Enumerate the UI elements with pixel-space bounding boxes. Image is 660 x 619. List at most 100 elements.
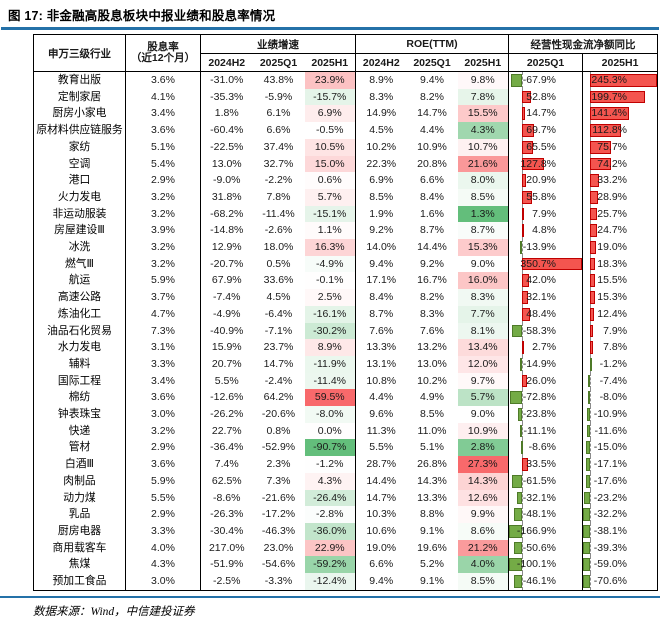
cashflow-value: 14.7% bbox=[526, 107, 557, 120]
roe-2024h2-cell: 8.5% bbox=[369, 190, 394, 203]
dividend-yield-cell: 5.1% bbox=[125, 138, 201, 156]
industry-cell: 冰洗 bbox=[33, 239, 126, 256]
cashflow-value: -50.6% bbox=[522, 541, 557, 554]
growth-2025h1-cell: -2.8% bbox=[304, 506, 357, 523]
bar-axis-line bbox=[590, 506, 592, 523]
negative-cashflow-bar bbox=[588, 374, 591, 388]
positive-cashflow-bar bbox=[522, 140, 534, 154]
dividend-yield-cell: 4.0% bbox=[125, 539, 201, 557]
roe-2025q1-cell: 8.3% bbox=[420, 307, 444, 320]
roe-2025q1-cell: 8.5% bbox=[420, 408, 444, 421]
positive-cashflow-bar bbox=[522, 458, 528, 471]
growth-2024h2-cell: -30.4% bbox=[210, 524, 244, 537]
cashflow-value: -11.1% bbox=[523, 424, 557, 437]
table-row: 乳品 2.9% -26.3% -17.2% -2.8% 10.3% 8.8% 9.9% -48.… bbox=[33, 506, 658, 523]
cashflow-2025h1-cell: -39.3% bbox=[583, 539, 658, 557]
cashflow-2025q1-cell: -72.8% bbox=[508, 389, 584, 407]
cashflow-value: 18.3% bbox=[597, 257, 628, 270]
positive-cashflow-bar bbox=[522, 291, 528, 304]
roe-2025q1-cell: 5.1% bbox=[420, 441, 444, 454]
roe-2024h2-cell: 14.7% bbox=[366, 491, 397, 504]
industry-cell: 火力发电 bbox=[33, 188, 126, 206]
table-row: 焦煤 4.3% -51.9% -54.6% -59.2% 6.6% 5.2% 4.0% -100… bbox=[33, 556, 658, 574]
cashflow-value: -58.3% bbox=[522, 324, 557, 337]
cashflow-2025q1-cell: -100.1% bbox=[508, 556, 584, 574]
growth-2025q1-cell: -5.9% bbox=[264, 90, 293, 103]
data-source: 数据来源：Wind，中信建投证券 bbox=[33, 606, 195, 619]
growth-2025q1-cell: -17.2% bbox=[261, 508, 296, 521]
growth-2024h2-cell: 1.8% bbox=[214, 107, 239, 120]
cashflow-value: -1.2% bbox=[599, 357, 628, 370]
cashflow-2025q1-cell: 42.0% bbox=[508, 272, 584, 290]
dividend-yield-cell: 3.2% bbox=[125, 422, 201, 440]
roe-2024h2-cell: 13.1% bbox=[366, 357, 397, 370]
growth-2024h2-cell: -9.0% bbox=[213, 174, 241, 187]
cashflow-2025q1-cell: -32.1% bbox=[508, 489, 584, 507]
industry-cell: 钟表珠宝 bbox=[33, 406, 126, 423]
growth-2025h1-cell: 16.3% bbox=[304, 239, 357, 256]
growth-2025q1-cell: 32.7% bbox=[263, 157, 294, 170]
roe-2025h1-cell: 8.7% bbox=[457, 222, 510, 240]
roe-2024h2-cell: 8.3% bbox=[369, 90, 394, 103]
industry-cell: 燃气Ⅲ bbox=[33, 255, 126, 273]
growth-2025h1-cell: -59.2% bbox=[304, 556, 357, 574]
positive-cashflow-bar bbox=[522, 341, 525, 354]
growth-2025q1-cell: 0.5% bbox=[266, 257, 291, 270]
industry-cell: 非运动服装 bbox=[33, 205, 126, 223]
dividend-yield-cell: 3.2% bbox=[125, 188, 201, 206]
cashflow-value: -38.1% bbox=[593, 524, 628, 537]
roe-2025h1-cell: 8.5% bbox=[457, 188, 510, 206]
cashflow-2025h1-cell: 12.4% bbox=[583, 305, 658, 323]
growth-2025q1-cell: 23.0% bbox=[263, 541, 294, 554]
growth-2024h2-cell: -40.9% bbox=[210, 324, 244, 337]
growth-2025q1-cell: -11.4% bbox=[262, 207, 295, 220]
subheader-roe-2025q1: 2025Q1 bbox=[406, 53, 458, 72]
dividend-yield-cell: 3.6% bbox=[125, 456, 201, 473]
cashflow-2025q1-cell: 20.9% bbox=[508, 172, 584, 189]
cashflow-value: 32.1% bbox=[526, 291, 557, 304]
table-row: 厨房电器 3.3% -30.4% -46.3% -36.0% 10.6% 9.1% 8.6% -… bbox=[33, 522, 658, 540]
roe-2025q1-cell: 8.4% bbox=[420, 190, 444, 203]
subheader-roe-2024h2: 2024H2 bbox=[355, 53, 407, 72]
roe-2024h2-cell: 10.6% bbox=[366, 524, 397, 537]
roe-2025q1-cell: 19.6% bbox=[417, 541, 447, 554]
roe-2025h1-cell: 12.6% bbox=[457, 489, 510, 507]
cashflow-value: -11.6% bbox=[594, 424, 628, 437]
cashflow-2025h1-cell: 25.7% bbox=[583, 205, 658, 223]
growth-2024h2-cell: 7.4% bbox=[214, 458, 239, 471]
roe-2024h2-cell: 11.3% bbox=[366, 424, 396, 437]
dividend-yield-cell: 5.9% bbox=[125, 472, 201, 490]
cashflow-2025h1-cell: 7.8% bbox=[583, 339, 658, 356]
dividend-yield-cell: 5.9% bbox=[125, 272, 201, 290]
growth-2025h1-cell: -15.1% bbox=[304, 205, 357, 223]
table-row: 辅料 3.3% 20.7% 14.7% -11.9% 13.1% 13.0% 12.0% -14… bbox=[33, 355, 658, 373]
growth-2025q1-cell: 7.3% bbox=[266, 474, 291, 487]
growth-2025h1-cell: 6.9% bbox=[304, 105, 357, 123]
cashflow-value: -32.1% bbox=[522, 491, 557, 504]
growth-2024h2-cell: 5.5% bbox=[214, 374, 239, 387]
cashflow-value: -32.2% bbox=[593, 508, 628, 521]
growth-2025h1-cell: 0.0% bbox=[304, 422, 357, 440]
cashflow-value: 4.8% bbox=[532, 224, 557, 237]
industry-cell: 快递 bbox=[33, 422, 126, 440]
col-header-dividend-yield: 股息率 （近12个月） bbox=[125, 34, 201, 72]
negative-cashflow-bar bbox=[520, 424, 523, 438]
industry-cell: 预加工食品 bbox=[33, 573, 126, 591]
table-row: 白酒Ⅲ 3.6% 7.4% 2.3% -1.2% 28.7% 26.8% 27.3% 33.5%… bbox=[33, 456, 658, 473]
roe-2025h1-cell: 16.0% bbox=[457, 272, 510, 290]
growth-2025h1-cell: -8.0% bbox=[304, 406, 357, 423]
cashflow-value: -14.9% bbox=[522, 357, 557, 370]
cashflow-2025q1-cell: -23.8% bbox=[508, 406, 584, 423]
positive-cashflow-bar bbox=[590, 291, 595, 304]
growth-2025q1-cell: 14.7% bbox=[263, 357, 294, 370]
cashflow-value: 55.8% bbox=[526, 190, 557, 203]
roe-2025h1-cell: 7.7% bbox=[457, 305, 510, 323]
cashflow-value: 42.0% bbox=[526, 274, 557, 287]
growth-2025h1-cell: -0.5% bbox=[304, 122, 357, 139]
bar-axis-line bbox=[522, 489, 524, 507]
growth-2025q1-cell: -6.4% bbox=[264, 307, 293, 320]
positive-cashflow-bar bbox=[522, 157, 544, 171]
industry-cell: 厨房电器 bbox=[33, 522, 126, 540]
roe-2025h1-cell: 8.3% bbox=[457, 289, 510, 306]
growth-2025h1-cell: 23.9% bbox=[304, 71, 357, 89]
